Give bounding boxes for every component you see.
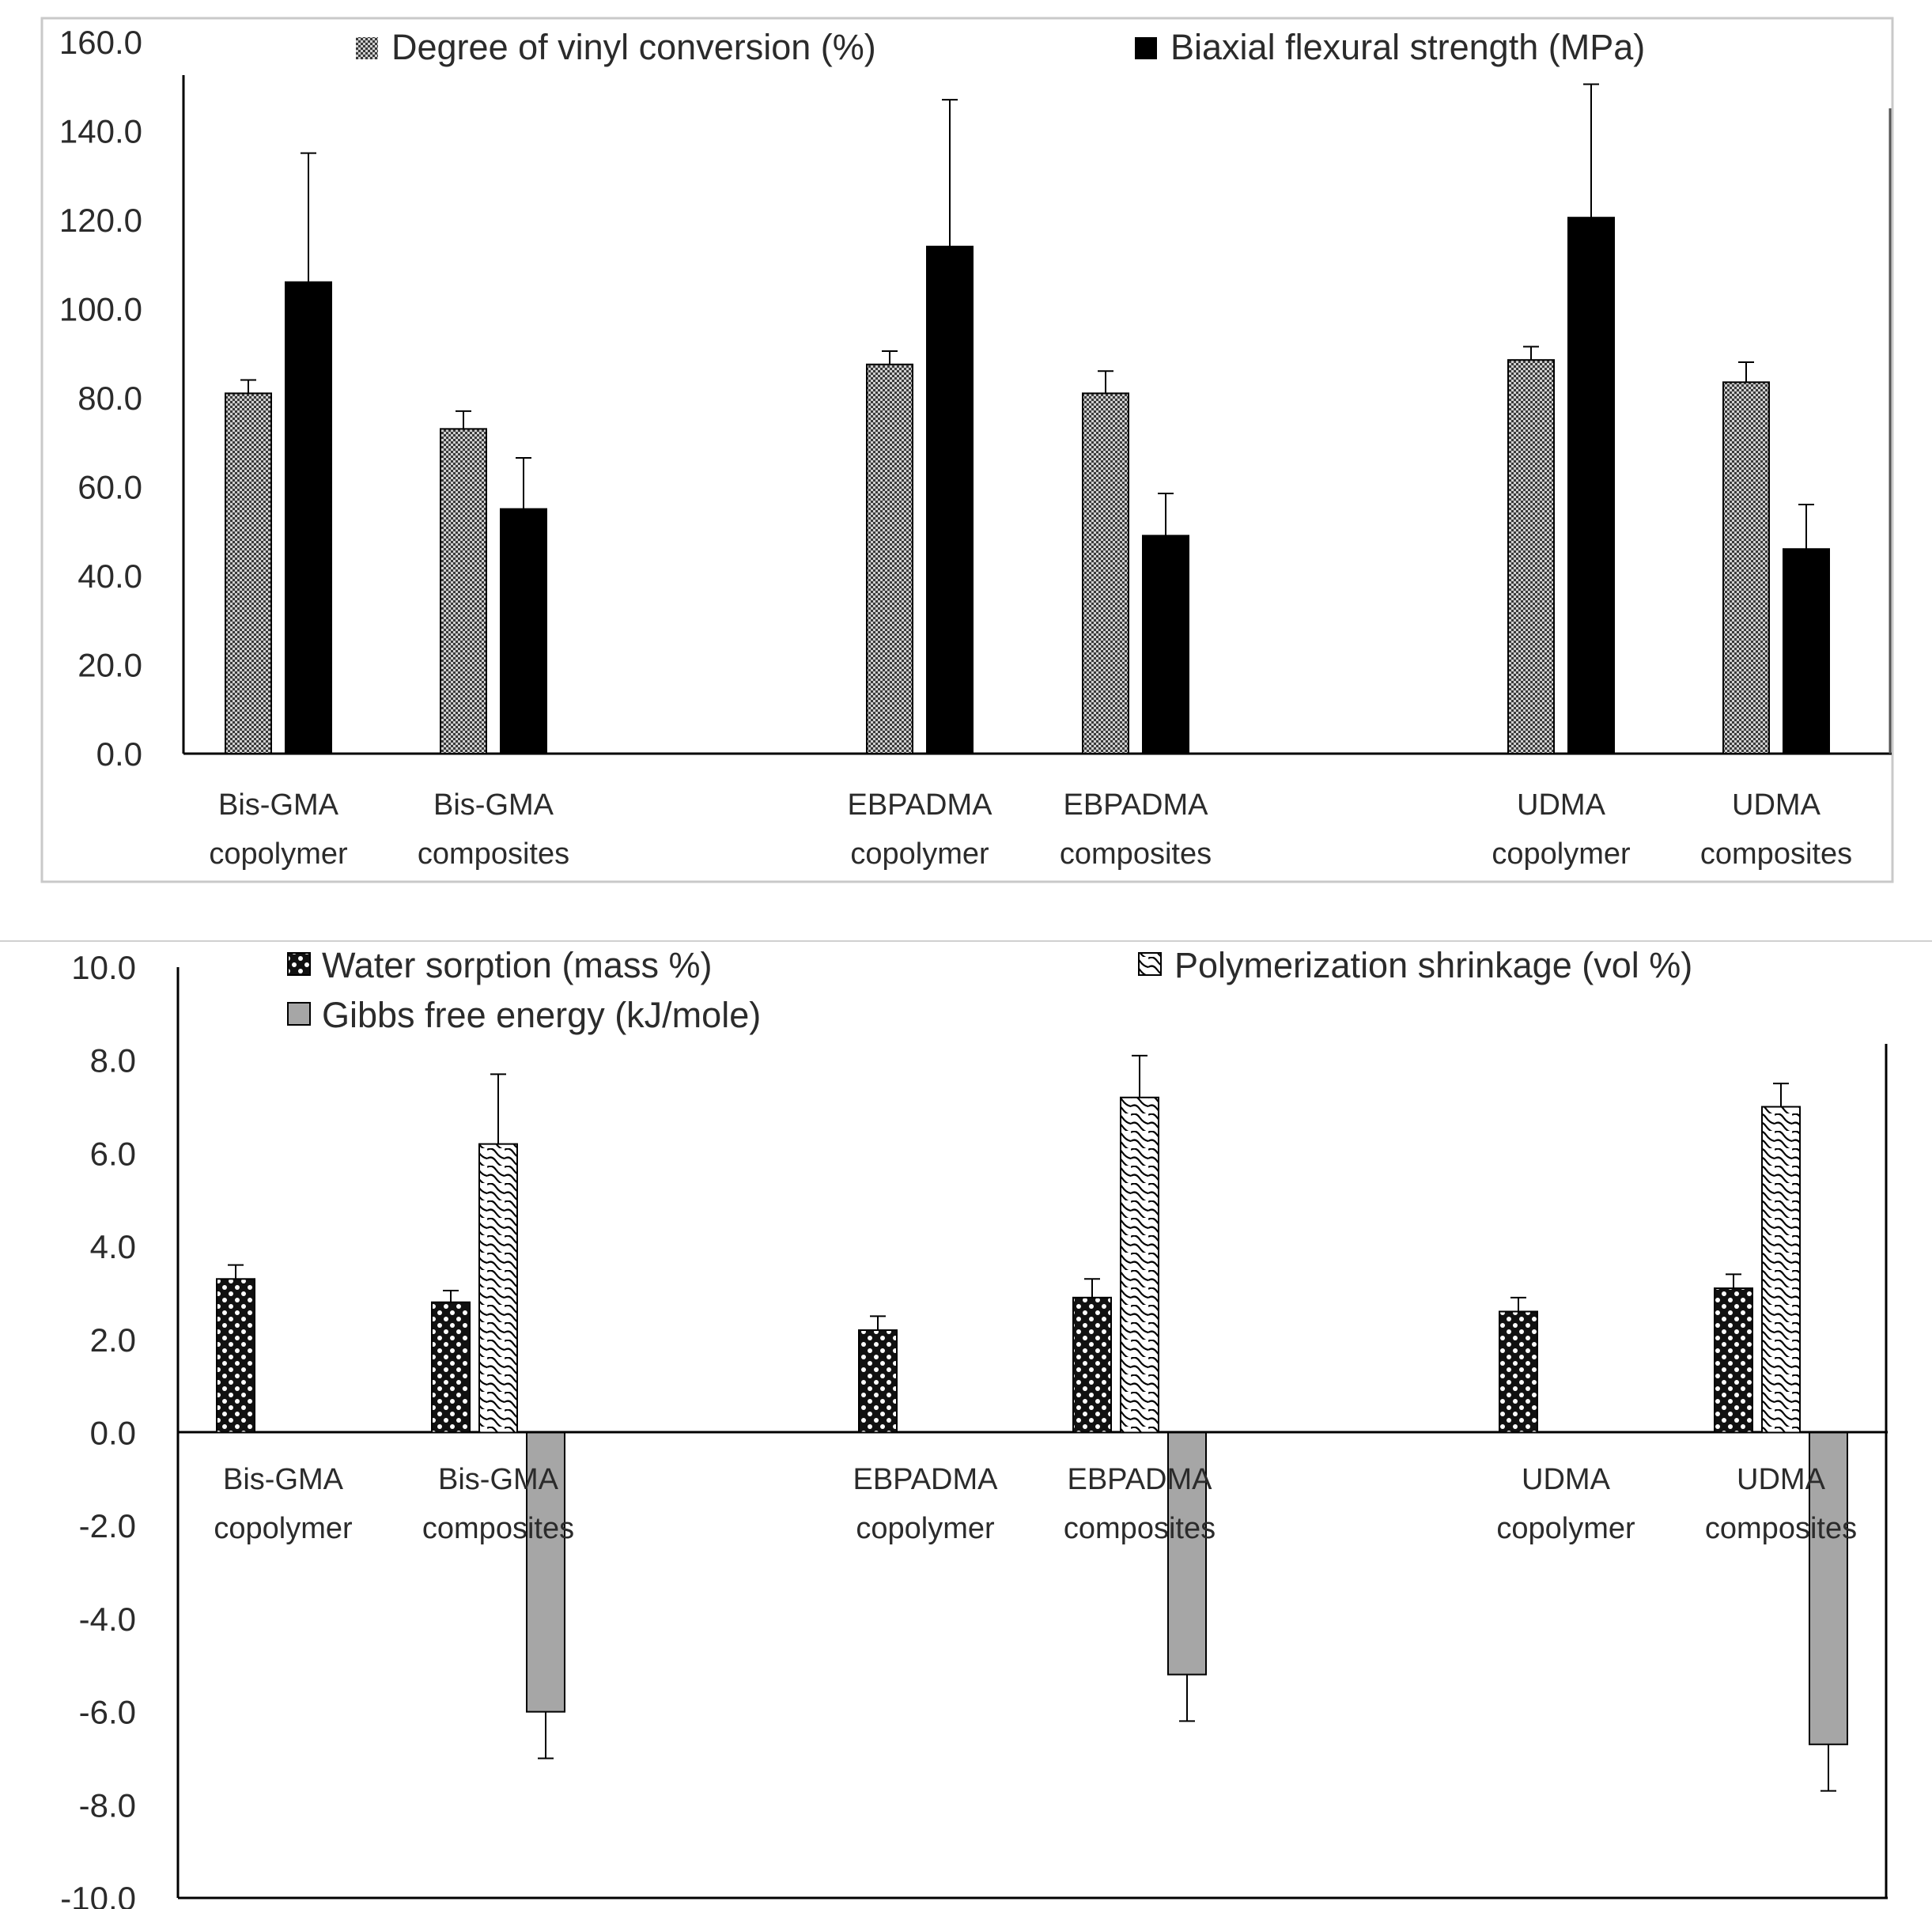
category-label: EBPADMA <box>847 788 992 822</box>
category-label: composites <box>422 1512 574 1545</box>
legend-label-polymerization-shrinkage: Polymerization shrinkage (vol %) <box>1174 945 1692 985</box>
bar-gibbs-free-energy-kj-mole-udma-composites <box>1809 1431 1848 1745</box>
category-label: Bis-GMA <box>223 1463 344 1496</box>
legend-label-vinyl-conversion: Degree of vinyl conversion (%) <box>391 27 876 67</box>
category-label: composites <box>1064 1512 1216 1545</box>
legend-swatch-vinyl-conversion <box>356 37 378 59</box>
bar-biaxial-flexural-strength-mpa-udma-copolymer <box>1567 217 1615 754</box>
bars <box>216 1096 1848 1745</box>
bar-polymerization-shrinkage-vol-ebpadma-composites <box>1120 1096 1159 1434</box>
y-tick-label: 0.0 <box>96 735 142 773</box>
bar-water-sorption-mass-ebpadma-copolymer <box>858 1329 898 1434</box>
legend-label-gibbs-energy: Gibbs free energy (kJ/mole) <box>322 995 761 1035</box>
y-tick-label: 60.0 <box>78 469 142 506</box>
legend-swatch-flexural-strength <box>1135 37 1157 59</box>
bar-biaxial-flexural-strength-mpa-udma-composites <box>1783 548 1830 754</box>
y-tick-label: 8.0 <box>90 1042 136 1079</box>
bar-water-sorption-mass-ebpadma-composites <box>1072 1296 1112 1434</box>
y-tick-labels: -10.0 -8.0 -6.0 -4.0 -2.0 0.0 2.0 4.0 6.0 8.0 10.0 <box>60 949 136 1909</box>
bar-degree-of-vinyl-conversion-bis-gma-composites <box>440 428 487 754</box>
y-tick-label: 10.0 <box>71 949 136 986</box>
bar-water-sorption-mass-bis-gma-copolymer <box>216 1278 255 1434</box>
category-label: Bis-GMA <box>433 788 554 822</box>
category-label: UDMA <box>1737 1463 1826 1496</box>
category-labels: Bis-GMA copolymer Bis-GMA composites EBPADMA… <box>209 788 1852 871</box>
y-tick-label: 160.0 <box>59 24 142 61</box>
category-label: copolymer <box>1492 837 1631 871</box>
bar-degree-of-vinyl-conversion-ebpadma-copolymer <box>866 363 913 754</box>
bar-degree-of-vinyl-conversion-ebpadma-composites <box>1082 392 1129 754</box>
chart-frame <box>40 17 1894 883</box>
legend: Degree of vinyl conversion (%) Biaxial f… <box>356 27 1645 67</box>
y-tick-label: -10.0 <box>60 1880 136 1909</box>
bar-degree-of-vinyl-conversion-bis-gma-copolymer <box>225 392 272 754</box>
legend-label-water-sorption: Water sorption (mass %) <box>322 945 712 985</box>
y-tick-label: -4.0 <box>79 1601 136 1638</box>
category-label: EBPADMA <box>1067 1463 1212 1496</box>
chart-vinyl-conversion-flexural-strength: 0.020.040.060.080.0100.0120.0140.0160.0 … <box>40 17 1894 883</box>
bar-water-sorption-mass-udma-composites <box>1714 1287 1753 1434</box>
y-tick-label: 2.0 <box>90 1321 136 1359</box>
bar-water-sorption-mass-udma-copolymer <box>1499 1310 1538 1434</box>
legend-swatch-water-sorption <box>287 952 311 976</box>
category-label: copolymer <box>209 837 348 871</box>
category-label: copolymer <box>214 1512 353 1545</box>
bar-degree-of-vinyl-conversion-udma-composites <box>1722 381 1770 754</box>
y-tick-label: -2.0 <box>79 1507 136 1544</box>
category-label: copolymer <box>850 837 989 871</box>
y-tick-labels: 0.0 20.0 40.0 60.0 80.0 100.0 120.0 140.0 160.0 <box>59 24 142 773</box>
legend-swatch-polymerization-shrinkage <box>1138 952 1162 976</box>
legend: Water sorption (mass %) Polymerization s… <box>287 945 1692 1035</box>
category-label: Bis-GMA <box>438 1463 559 1496</box>
legend-label-flexural-strength: Biaxial flexural strength (MPa) <box>1170 27 1645 67</box>
category-label: composites <box>1060 837 1212 871</box>
y-tick-label: 0.0 <box>90 1415 136 1452</box>
y-tick-label: -6.0 <box>79 1694 136 1731</box>
bar-gibbs-free-energy-kj-mole-ebpadma-composites <box>1167 1431 1207 1676</box>
y-tick-label: 80.0 <box>78 380 142 417</box>
category-label: copolymer <box>1496 1512 1635 1545</box>
category-labels: Bis-GMA copolymer Bis-GMA composites EBPADMA… <box>214 1463 1857 1545</box>
bar-water-sorption-mass-bis-gma-composites <box>431 1301 471 1434</box>
bar-biaxial-flexural-strength-mpa-ebpadma-composites <box>1142 535 1189 754</box>
bar-biaxial-flexural-strength-mpa-bis-gma-composites <box>500 508 547 754</box>
category-label: composites <box>1705 1512 1857 1545</box>
error-bars <box>240 83 1814 550</box>
y-tick-label: 140.0 <box>59 113 142 150</box>
bar-polymerization-shrinkage-vol-udma-composites <box>1761 1106 1801 1434</box>
bar-gibbs-free-energy-kj-mole-bis-gma-composites <box>526 1431 565 1713</box>
y-tick-label: 4.0 <box>90 1228 136 1265</box>
bars <box>225 217 1830 754</box>
legend-swatch-gibbs-energy <box>287 1002 311 1026</box>
category-label: copolymer <box>856 1512 995 1545</box>
error-bars <box>228 1054 1836 1792</box>
bar-biaxial-flexural-strength-mpa-ebpadma-copolymer <box>926 245 974 754</box>
y-tick-label: 20.0 <box>78 647 142 684</box>
bar-polymerization-shrinkage-vol-bis-gma-composites <box>478 1143 518 1434</box>
y-tick-label: 6.0 <box>90 1135 136 1172</box>
bar-biaxial-flexural-strength-mpa-bis-gma-copolymer <box>285 281 332 754</box>
category-label: composites <box>418 837 569 871</box>
category-label: UDMA <box>1522 1463 1611 1496</box>
category-label: UDMA <box>1732 788 1821 822</box>
y-tick-label: 120.0 <box>59 202 142 239</box>
category-label: UDMA <box>1517 788 1606 822</box>
category-label: EBPADMA <box>1063 788 1208 822</box>
y-tick-label: 40.0 <box>78 558 142 595</box>
bar-degree-of-vinyl-conversion-udma-copolymer <box>1507 359 1555 754</box>
category-label: EBPADMA <box>853 1463 998 1496</box>
y-tick-label: -8.0 <box>79 1786 136 1824</box>
chart-sorption-shrinkage-gibbs: -10.0 -8.0 -6.0 -4.0 -2.0 0.0 2.0 4.0 6.0 8.0 10.0… <box>60 945 1888 1909</box>
category-label: composites <box>1700 837 1852 871</box>
category-label: Bis-GMA <box>218 788 339 822</box>
y-tick-label: 100.0 <box>59 291 142 328</box>
